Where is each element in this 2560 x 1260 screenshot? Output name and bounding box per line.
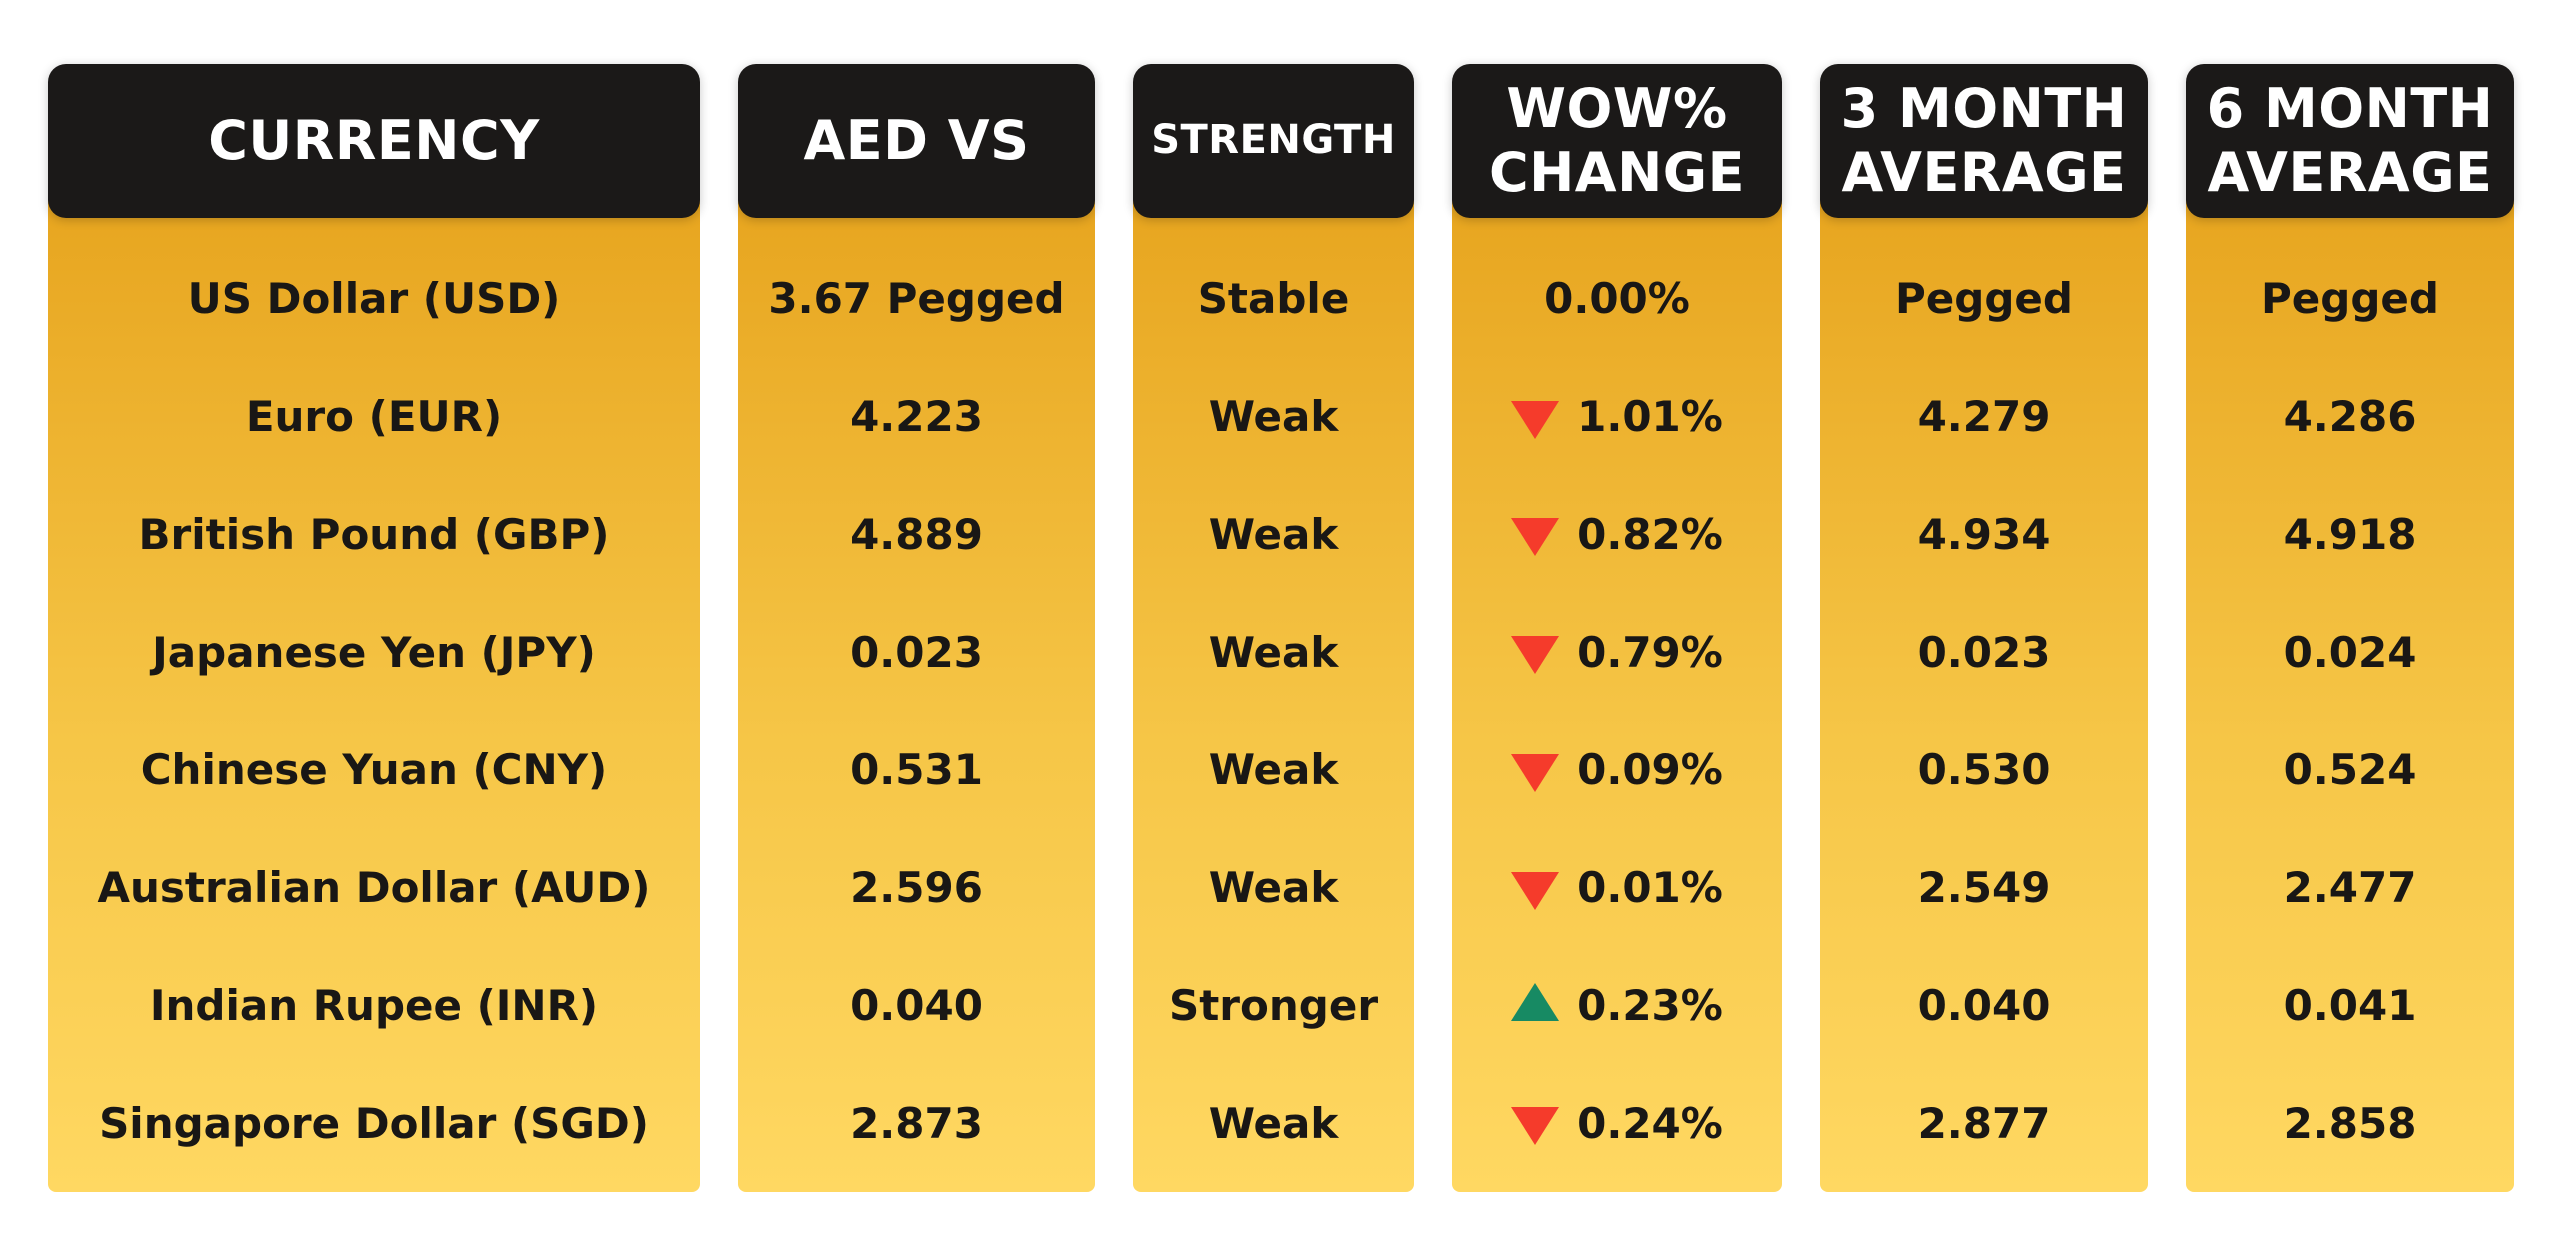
avg-3-month-cell: 4.279 (1917, 392, 2051, 442)
aed-rate-cell: 4.223 (850, 392, 983, 442)
avg-6-month-cell: 0.041 (2283, 980, 2417, 1030)
currency-cell: Indian Rupee (INR) (149, 980, 599, 1030)
wow-change-value: 0.00% (1544, 274, 1690, 324)
strength-cell: Stable (1197, 274, 1350, 324)
wow-change-value: 1.01% (1577, 392, 1723, 442)
column-header-currency: CURRENCY (48, 64, 700, 218)
avg-6-month-cell: 4.918 (2283, 509, 2417, 559)
aed-rate-cell: 2.596 (850, 863, 983, 913)
aed-rate-cell: 4.889 (850, 509, 983, 559)
avg-6-month-cell: 2.477 (2283, 863, 2417, 913)
strength-cell: Weak (1208, 509, 1339, 559)
wow-change-value: 0.24% (1577, 1098, 1723, 1148)
aed-rate-cell: 0.023 (850, 627, 983, 677)
strength-cell: Weak (1208, 1098, 1339, 1148)
wow-change-cell: 1.01% (1452, 358, 1782, 476)
column-3-month-average: 3 MONTH AVERAGE Pegged 4.279 4.934 0.023… (1820, 64, 2148, 1192)
column-body-currency: US Dollar (USD) Euro (EUR) British Pound… (48, 198, 700, 1192)
column-header-3-month-average: 3 MONTH AVERAGE (1820, 64, 2148, 218)
triangle-down-icon (1511, 518, 1560, 557)
wow-change-value: 0.79% (1577, 627, 1723, 677)
strength-cell: Weak (1208, 627, 1339, 677)
column-currency: CURRENCY US Dollar (USD) Euro (EUR) Brit… (48, 64, 700, 1192)
wow-change-value: 0.09% (1577, 745, 1723, 795)
avg-6-month-cell: 0.024 (2283, 627, 2417, 677)
column-body-wow-change: 0.00% 1.01% 0.82% 0.79% 0.09% 0.01% (1452, 198, 1782, 1192)
triangle-down-icon (1511, 1107, 1560, 1146)
currency-cell: US Dollar (USD) (187, 274, 561, 324)
wow-change-value: 0.82% (1577, 509, 1723, 559)
currency-cell: Chinese Yuan (CNY) (140, 745, 608, 795)
column-wow-change: WOW% CHANGE 0.00% 1.01% 0.82% 0.79% 0.09… (1452, 64, 1782, 1192)
column-body-strength: Stable Weak Weak Weak Weak Weak Stronger… (1133, 198, 1414, 1192)
aed-rate-cell: 0.531 (850, 745, 983, 795)
wow-change-cell: 0.79% (1452, 593, 1782, 711)
wow-change-cell: 0.01% (1452, 829, 1782, 947)
wow-change-cell: 0.09% (1452, 711, 1782, 829)
aed-rate-cell: 2.873 (850, 1098, 983, 1148)
currency-cell: Japanese Yen (JPY) (152, 627, 596, 677)
triangle-up-icon (1511, 983, 1560, 1022)
column-body-aed-vs: 3.67 Pegged 4.223 4.889 0.023 0.531 2.59… (738, 198, 1095, 1192)
avg-6-month-cell: 2.858 (2283, 1098, 2417, 1148)
avg-3-month-cell: 0.023 (1917, 627, 2051, 677)
wow-change-cell: 0.00% (1452, 240, 1782, 358)
wow-change-cell: 0.24% (1452, 1064, 1782, 1182)
column-body-3-month-average: Pegged 4.279 4.934 0.023 0.530 2.549 0.0… (1820, 198, 2148, 1192)
avg-3-month-cell: 0.040 (1917, 980, 2051, 1030)
strength-cell: Weak (1208, 863, 1339, 913)
avg-3-month-cell: Pegged (1895, 274, 2073, 324)
column-strength: STRENGTH Stable Weak Weak Weak Weak Weak… (1133, 64, 1414, 1192)
triangle-down-icon (1511, 400, 1560, 439)
avg-3-month-cell: 2.549 (1917, 863, 2051, 913)
column-6-month-average: 6 MONTH AVERAGE Pegged 4.286 4.918 0.024… (2186, 64, 2514, 1192)
column-aed-vs: AED VS 3.67 Pegged 4.223 4.889 0.023 0.5… (738, 64, 1095, 1192)
avg-6-month-cell: 4.286 (2283, 392, 2417, 442)
triangle-down-icon (1511, 871, 1560, 910)
triangle-down-icon (1511, 636, 1560, 675)
avg-6-month-cell: Pegged (2261, 274, 2439, 324)
column-header-strength: STRENGTH (1133, 64, 1414, 218)
strength-cell: Stronger (1168, 980, 1379, 1030)
column-body-6-month-average: Pegged 4.286 4.918 0.024 0.524 2.477 0.0… (2186, 198, 2514, 1192)
currency-cell: Singapore Dollar (SGD) (99, 1098, 649, 1148)
currency-cell: Euro (EUR) (245, 392, 503, 442)
avg-3-month-cell: 4.934 (1917, 509, 2051, 559)
aed-rate-cell: 0.040 (850, 980, 983, 1030)
wow-change-value: 0.01% (1577, 863, 1723, 913)
column-header-wow-change: WOW% CHANGE (1452, 64, 1782, 218)
wow-change-value: 0.23% (1577, 980, 1723, 1030)
currency-cell: Australian Dollar (AUD) (97, 863, 651, 913)
column-header-6-month-average: 6 MONTH AVERAGE (2186, 64, 2514, 218)
aed-rate-cell: 3.67 Pegged (768, 274, 1065, 324)
currency-cell: British Pound (GBP) (138, 509, 610, 559)
wow-change-cell: 0.82% (1452, 476, 1782, 594)
strength-cell: Weak (1208, 392, 1339, 442)
wow-change-cell: 0.23% (1452, 947, 1782, 1065)
avg-3-month-cell: 0.530 (1917, 745, 2051, 795)
strength-cell: Weak (1208, 745, 1339, 795)
avg-6-month-cell: 0.524 (2283, 745, 2417, 795)
column-header-aed-vs: AED VS (738, 64, 1095, 218)
avg-3-month-cell: 2.877 (1917, 1098, 2051, 1148)
triangle-down-icon (1511, 753, 1560, 792)
currency-rates-table: CURRENCY US Dollar (USD) Euro (EUR) Brit… (48, 64, 2514, 1192)
